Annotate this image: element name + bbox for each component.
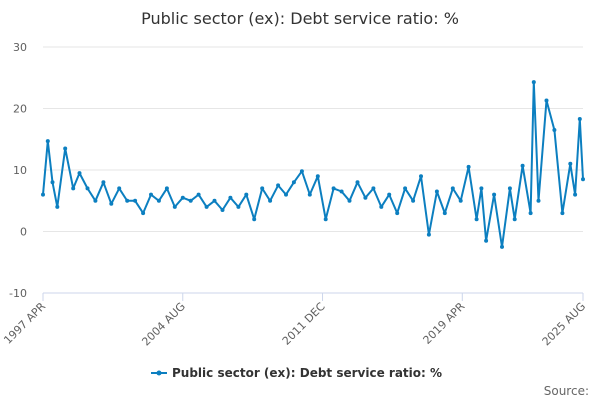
data-point[interactable] (276, 183, 281, 188)
data-point[interactable] (387, 192, 392, 197)
y-tick-label: 20 (13, 103, 27, 116)
data-point[interactable] (93, 198, 98, 203)
data-point[interactable] (77, 171, 82, 176)
data-point[interactable] (55, 204, 60, 209)
y-tick-label: -10 (9, 287, 27, 300)
data-point[interactable] (180, 195, 185, 200)
data-point[interactable] (520, 163, 525, 168)
data-point[interactable] (552, 128, 557, 132)
data-point[interactable] (50, 180, 55, 185)
data-point[interactable] (484, 238, 489, 243)
legend-marker (156, 370, 162, 376)
x-tick-label: 2004 AUG (139, 300, 188, 349)
data-point[interactable] (458, 198, 463, 203)
data-point[interactable] (347, 198, 352, 203)
data-point[interactable] (172, 204, 177, 209)
data-point[interactable] (260, 186, 265, 191)
data-point[interactable] (581, 177, 585, 182)
series-layer (41, 80, 585, 249)
data-point[interactable] (252, 217, 257, 222)
data-point[interactable] (479, 186, 484, 191)
data-point[interactable] (125, 198, 130, 203)
data-point[interactable] (379, 204, 384, 209)
data-point[interactable] (45, 139, 50, 144)
data-point[interactable] (268, 198, 273, 203)
y-tick-label: 0 (20, 226, 27, 239)
data-point[interactable] (363, 195, 368, 200)
data-point[interactable] (411, 198, 416, 203)
x-tick-label: 2019 APR (421, 300, 468, 347)
data-point[interactable] (196, 192, 201, 197)
data-point[interactable] (466, 164, 471, 169)
data-point[interactable] (434, 189, 439, 194)
data-point[interactable] (109, 201, 114, 206)
data-point[interactable] (450, 186, 455, 191)
data-point[interactable] (500, 244, 504, 249)
data-point[interactable] (101, 180, 106, 185)
data-point[interactable] (577, 117, 582, 121)
data-point[interactable] (426, 232, 431, 237)
grid-lines (43, 46, 583, 232)
chart-title: Public sector (ex): Debt service ratio: … (141, 9, 459, 28)
data-point[interactable] (403, 186, 408, 191)
data-point[interactable] (474, 217, 479, 222)
data-point[interactable] (164, 186, 169, 191)
data-point[interactable] (419, 174, 423, 179)
legend-label: Public sector (ex): Debt service ratio: … (172, 366, 442, 380)
data-point[interactable] (507, 186, 512, 191)
data-point[interactable] (315, 174, 320, 179)
y-tick-label: 10 (13, 164, 27, 177)
x-tick-label: 2011 DEC (280, 300, 328, 348)
data-point[interactable] (63, 146, 68, 151)
data-point[interactable] (149, 192, 153, 197)
x-tick-label: 1997 APR (1, 300, 48, 347)
data-point[interactable] (228, 195, 233, 200)
y-tick-label: 30 (13, 41, 27, 54)
data-point[interactable] (395, 211, 400, 216)
data-point[interactable] (528, 211, 533, 216)
data-point[interactable] (117, 186, 122, 191)
data-point[interactable] (71, 186, 76, 191)
data-point[interactable] (442, 211, 447, 216)
legend[interactable]: Public sector (ex): Debt service ratio: … (151, 366, 442, 380)
data-point[interactable] (41, 192, 45, 197)
data-point[interactable] (544, 98, 549, 103)
data-point[interactable] (284, 192, 288, 197)
data-point[interactable] (371, 186, 376, 191)
data-point[interactable] (236, 204, 241, 209)
data-point[interactable] (188, 198, 193, 203)
source-label: Source: (544, 384, 589, 398)
data-point[interactable] (133, 198, 138, 203)
data-point[interactable] (560, 211, 565, 216)
data-point[interactable] (220, 208, 225, 212)
data-point[interactable] (512, 217, 517, 222)
data-point[interactable] (355, 180, 360, 185)
data-point[interactable] (204, 204, 209, 209)
data-point[interactable] (156, 198, 161, 203)
data-point[interactable] (568, 161, 573, 166)
data-point[interactable] (531, 80, 536, 85)
data-point[interactable] (244, 192, 249, 197)
data-point[interactable] (331, 186, 336, 191)
data-point[interactable] (85, 186, 90, 191)
data-point[interactable] (212, 198, 217, 203)
y-axis: 30 20 10 0 -10 (9, 41, 27, 300)
data-point[interactable] (141, 211, 146, 216)
data-point[interactable] (323, 217, 328, 222)
data-point[interactable] (492, 192, 497, 197)
data-point[interactable] (536, 198, 541, 203)
data-point[interactable] (299, 169, 304, 174)
data-point[interactable] (573, 192, 578, 197)
data-point[interactable] (307, 192, 312, 197)
x-tick-label: 2025 AUG (540, 300, 589, 349)
data-point[interactable] (339, 189, 344, 194)
x-axis: 1997 APR 2004 AUG 2011 DEC 2019 APR 2025 AUG (1, 293, 588, 348)
data-point[interactable] (291, 180, 296, 185)
series-line[interactable] (42, 81, 584, 248)
